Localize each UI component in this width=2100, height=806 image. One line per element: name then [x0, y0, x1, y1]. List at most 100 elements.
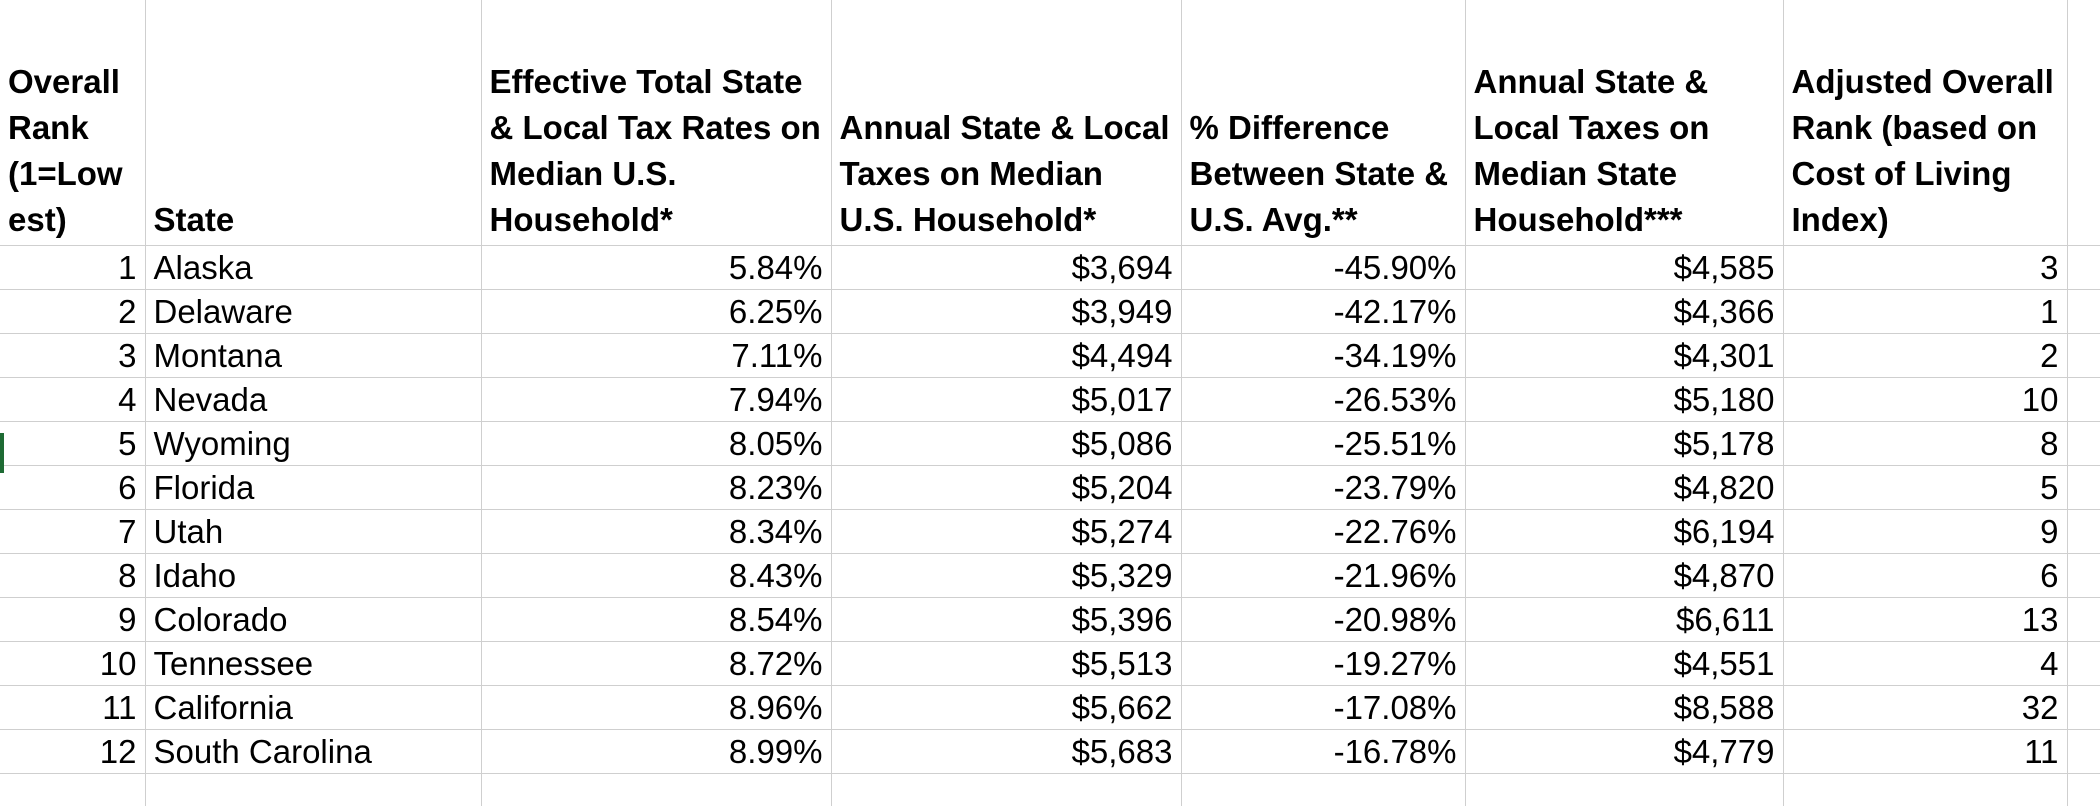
- annual-state-cell[interactable]: $4,551: [1464, 641, 1784, 686]
- header-cell-annual-taxes-us[interactable]: Annual State & Local Taxes on Median U.S…: [830, 0, 1182, 246]
- state-cell[interactable]: Delaware: [144, 289, 482, 334]
- state-cell[interactable]: Utah: [144, 509, 482, 554]
- rank-cell[interactable]: 3: [0, 333, 146, 378]
- tax-rate-cell[interactable]: 8.54%: [480, 597, 832, 642]
- annual-state-cell[interactable]: $8,588: [1464, 685, 1784, 730]
- annual-state-cell[interactable]: $6,611: [1464, 597, 1784, 642]
- table-cell[interactable]: [2066, 553, 2100, 598]
- header-cell-annual-taxes-state[interactable]: Annual State & Local Taxes on Median Sta…: [1464, 0, 1784, 246]
- difference-cell[interactable]: -23.79%: [1180, 465, 1466, 510]
- tax-rate-cell[interactable]: 8.43%: [480, 553, 832, 598]
- annual-us-cell[interactable]: $5,662: [830, 685, 1182, 730]
- state-cell[interactable]: Montana: [144, 333, 482, 378]
- annual-state-cell[interactable]: $4,585: [1464, 245, 1784, 290]
- adjusted-rank-cell[interactable]: 8: [1782, 421, 2068, 466]
- tax-rate-cell[interactable]: 7.94%: [480, 377, 832, 422]
- rank-cell[interactable]: 12: [0, 729, 146, 774]
- tax-rate-cell[interactable]: 5.84%: [480, 245, 832, 290]
- annual-us-cell[interactable]: $5,017: [830, 377, 1182, 422]
- annual-state-cell[interactable]: $4,301: [1464, 333, 1784, 378]
- difference-cell[interactable]: -19.27%: [1180, 641, 1466, 686]
- state-cell[interactable]: Colorado: [144, 597, 482, 642]
- table-cell[interactable]: [2066, 509, 2100, 554]
- difference-cell[interactable]: -21.96%: [1180, 553, 1466, 598]
- adjusted-rank-cell[interactable]: 9: [1782, 509, 2068, 554]
- difference-cell[interactable]: -25.51%: [1180, 421, 1466, 466]
- annual-us-cell[interactable]: $3,694: [830, 245, 1182, 290]
- rank-cell[interactable]: 11: [0, 685, 146, 730]
- rank-cell[interactable]: 6: [0, 465, 146, 510]
- table-cell[interactable]: [2066, 289, 2100, 334]
- rank-cell[interactable]: 7: [0, 509, 146, 554]
- adjusted-rank-cell[interactable]: 2: [1782, 333, 2068, 378]
- table-cell[interactable]: [2066, 685, 2100, 730]
- annual-us-cell[interactable]: $3,949: [830, 289, 1182, 334]
- adjusted-rank-cell[interactable]: 11: [1782, 729, 2068, 774]
- annual-us-cell[interactable]: $5,683: [830, 729, 1182, 774]
- rank-cell[interactable]: 2: [0, 289, 146, 334]
- tax-rate-cell[interactable]: 8.34%: [480, 509, 832, 554]
- adjusted-rank-cell[interactable]: 13: [1782, 597, 2068, 642]
- annual-state-cell[interactable]: $6,194: [1464, 509, 1784, 554]
- rank-cell[interactable]: 4: [0, 377, 146, 422]
- table-cell[interactable]: [2066, 773, 2100, 806]
- table-cell[interactable]: [1180, 773, 1466, 806]
- header-cell-empty[interactable]: [2066, 0, 2100, 246]
- table-cell[interactable]: [1782, 773, 2068, 806]
- annual-us-cell[interactable]: $5,274: [830, 509, 1182, 554]
- annual-us-cell[interactable]: $5,086: [830, 421, 1182, 466]
- tax-rate-cell[interactable]: 8.99%: [480, 729, 832, 774]
- tax-rate-cell[interactable]: 8.05%: [480, 421, 832, 466]
- difference-cell[interactable]: -17.08%: [1180, 685, 1466, 730]
- table-cell[interactable]: [2066, 377, 2100, 422]
- tax-rate-cell[interactable]: 7.11%: [480, 333, 832, 378]
- adjusted-rank-cell[interactable]: 10: [1782, 377, 2068, 422]
- tax-rate-cell[interactable]: 8.72%: [480, 641, 832, 686]
- adjusted-rank-cell[interactable]: 1: [1782, 289, 2068, 334]
- annual-us-cell[interactable]: $5,329: [830, 553, 1182, 598]
- annual-state-cell[interactable]: $4,779: [1464, 729, 1784, 774]
- tax-rate-cell[interactable]: 8.96%: [480, 685, 832, 730]
- state-cell[interactable]: Alaska: [144, 245, 482, 290]
- difference-cell[interactable]: -42.17%: [1180, 289, 1466, 334]
- annual-us-cell[interactable]: $5,204: [830, 465, 1182, 510]
- difference-cell[interactable]: -22.76%: [1180, 509, 1466, 554]
- adjusted-rank-cell[interactable]: 32: [1782, 685, 2068, 730]
- difference-cell[interactable]: -34.19%: [1180, 333, 1466, 378]
- table-cell[interactable]: [2066, 465, 2100, 510]
- tax-rate-cell[interactable]: 6.25%: [480, 289, 832, 334]
- difference-cell[interactable]: -16.78%: [1180, 729, 1466, 774]
- table-cell[interactable]: [2066, 245, 2100, 290]
- rank-cell[interactable]: 9: [0, 597, 146, 642]
- table-cell[interactable]: [0, 773, 146, 806]
- annual-state-cell[interactable]: $4,820: [1464, 465, 1784, 510]
- rank-cell[interactable]: 8: [0, 553, 146, 598]
- annual-state-cell[interactable]: $4,870: [1464, 553, 1784, 598]
- annual-us-cell[interactable]: $5,396: [830, 597, 1182, 642]
- rank-cell[interactable]: 5: [0, 421, 146, 466]
- table-cell[interactable]: [1464, 773, 1784, 806]
- table-cell[interactable]: [2066, 597, 2100, 642]
- annual-us-cell[interactable]: $5,513: [830, 641, 1182, 686]
- state-cell[interactable]: Tennessee: [144, 641, 482, 686]
- state-cell[interactable]: Nevada: [144, 377, 482, 422]
- adjusted-rank-cell[interactable]: 6: [1782, 553, 2068, 598]
- difference-cell[interactable]: -26.53%: [1180, 377, 1466, 422]
- annual-state-cell[interactable]: $5,180: [1464, 377, 1784, 422]
- header-cell-adjusted-rank[interactable]: Adjusted Overall Rank (based on Cost of …: [1782, 0, 2068, 246]
- rank-cell[interactable]: 10: [0, 641, 146, 686]
- adjusted-rank-cell[interactable]: 4: [1782, 641, 2068, 686]
- state-cell[interactable]: Florida: [144, 465, 482, 510]
- header-cell-overall-rank[interactable]: Overall Rank (1=Low est): [0, 0, 146, 246]
- table-cell[interactable]: [830, 773, 1182, 806]
- difference-cell[interactable]: -20.98%: [1180, 597, 1466, 642]
- state-cell[interactable]: Idaho: [144, 553, 482, 598]
- annual-us-cell[interactable]: $4,494: [830, 333, 1182, 378]
- header-cell-percent-difference[interactable]: % Difference Between State & U.S. Avg.**: [1180, 0, 1466, 246]
- header-cell-effective-tax-rate[interactable]: Effective Total State & Local Tax Rates …: [480, 0, 832, 246]
- table-cell[interactable]: [480, 773, 832, 806]
- table-cell[interactable]: [144, 773, 482, 806]
- rank-cell[interactable]: 1: [0, 245, 146, 290]
- table-cell[interactable]: [2066, 641, 2100, 686]
